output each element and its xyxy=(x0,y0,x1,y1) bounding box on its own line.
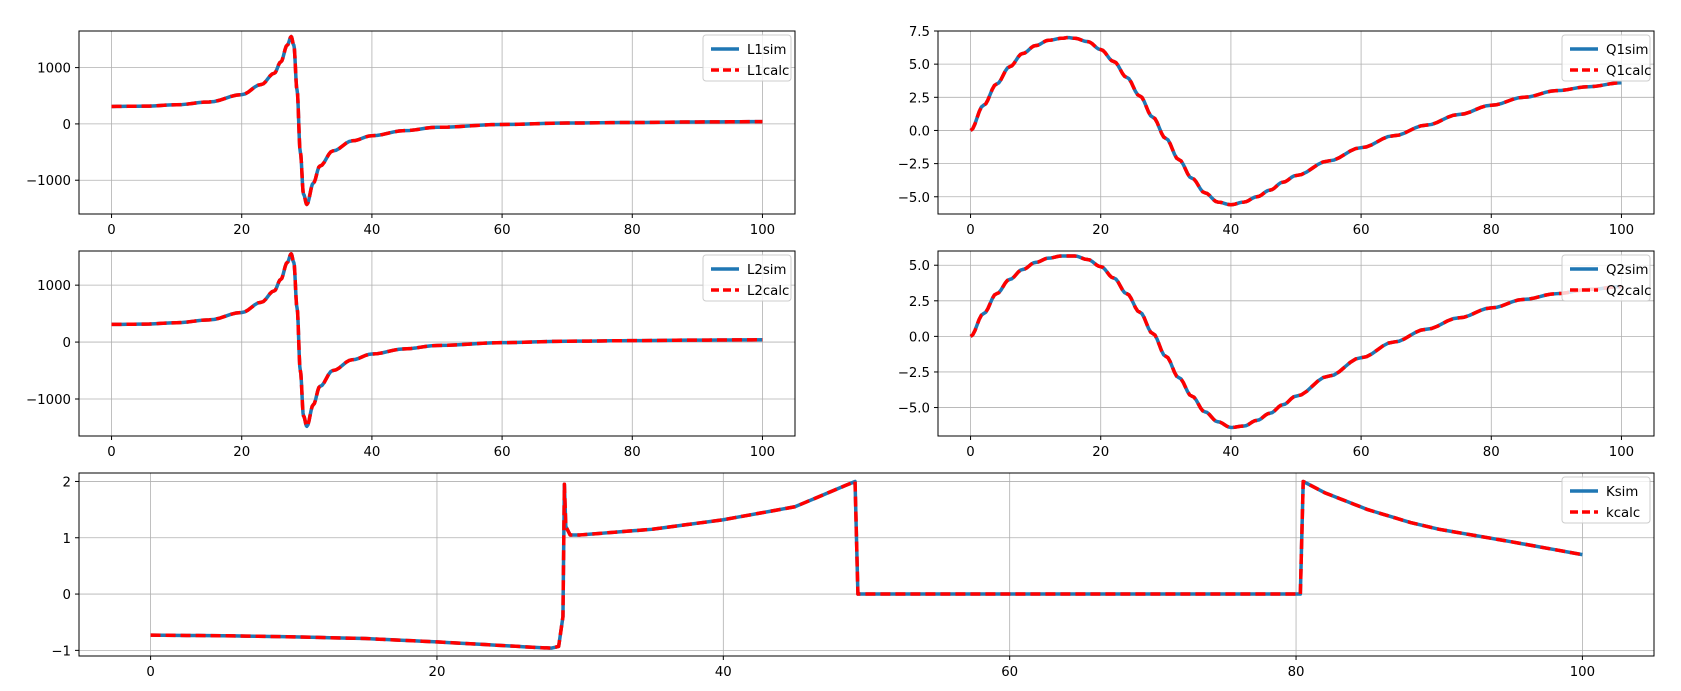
legend-label-L1calc: L1calc xyxy=(747,64,789,79)
x-tick-label: 20 xyxy=(233,445,250,460)
x-tick-label: 0 xyxy=(966,445,974,460)
plot-area xyxy=(79,251,795,436)
y-tick-label: −2.5 xyxy=(898,158,930,173)
y-tick-label: 0 xyxy=(63,588,71,603)
y-tick-label: 0 xyxy=(63,118,71,133)
x-tick-label: 60 xyxy=(1353,223,1370,238)
legend-label-L2calc: L2calc xyxy=(747,284,789,299)
y-tick-label: −1000 xyxy=(26,174,71,189)
x-tick-label: 80 xyxy=(624,223,641,238)
axes-frame xyxy=(937,250,1655,437)
x-tick-label: 0 xyxy=(146,665,154,680)
series-line-Q2calc xyxy=(969,254,1622,430)
y-tick-label: 0 xyxy=(63,336,71,351)
x-tick-label: 100 xyxy=(1609,223,1634,238)
chart-Q1: 0 20 40 60 80 100 −5.0 −2.5 0.0 2.5 5.0 7.5 Q1sim Q1c… xyxy=(898,25,1655,238)
plot-area xyxy=(938,31,1654,214)
x-tick-label: 0 xyxy=(966,223,974,238)
x-tick-label: 80 xyxy=(1483,445,1500,460)
y-tick-label: −5.0 xyxy=(898,191,930,206)
legend-label-kcalc: kcalc xyxy=(1606,506,1640,521)
x-tick-label: 40 xyxy=(1222,223,1239,238)
series-line-L2calc xyxy=(111,252,763,429)
x-tick-label: 60 xyxy=(494,223,511,238)
y-tick-label: 2 xyxy=(63,475,71,490)
axes-frame xyxy=(937,30,1655,215)
x-tick-label: 100 xyxy=(750,445,775,460)
legend-label-L1sim: L1sim xyxy=(747,43,786,58)
y-tick-label: 1000 xyxy=(37,279,71,294)
x-tick-label: 40 xyxy=(1222,445,1239,460)
x-tick-label: 60 xyxy=(1353,445,1370,460)
y-tick-label: 7.5 xyxy=(909,25,930,40)
y-tick-label: −5.0 xyxy=(898,402,930,417)
x-tick-label: 100 xyxy=(750,223,775,238)
series-line-kcalc xyxy=(150,479,1583,650)
x-tick-label: 80 xyxy=(624,445,641,460)
x-tick-label: 60 xyxy=(494,445,511,460)
chart-K: 0 20 40 60 80 100 −1 0 1 2 Ksim kcalc xyxy=(51,472,1655,680)
legend-label-Q1sim: Q1sim xyxy=(1606,43,1649,58)
y-tick-label: 2.5 xyxy=(909,295,930,310)
y-tick-label: 5.0 xyxy=(909,259,930,274)
y-tick-label: −1000 xyxy=(26,393,71,408)
axes-frame xyxy=(78,250,796,437)
series-line-L1calc xyxy=(111,34,763,207)
axes-frame xyxy=(78,30,796,215)
y-tick-label: −2.5 xyxy=(898,366,930,381)
series-line-Q1calc xyxy=(969,35,1622,207)
y-tick-label: 0.0 xyxy=(909,124,930,139)
legend-label-Ksim: Ksim xyxy=(1606,485,1638,500)
plot-area xyxy=(79,473,1654,656)
x-tick-label: 40 xyxy=(715,665,732,680)
y-tick-label: −1 xyxy=(51,644,71,659)
y-tick-label: 2.5 xyxy=(909,91,930,106)
x-tick-label: 100 xyxy=(1570,665,1595,680)
x-tick-label: 20 xyxy=(1092,445,1109,460)
chart-L2: 0 20 40 60 80 100 −1000 0 1000 L2sim L2calc xyxy=(26,250,796,460)
plot-area xyxy=(938,251,1654,436)
y-tick-label: 1 xyxy=(63,532,71,547)
x-tick-label: 20 xyxy=(233,223,250,238)
x-tick-label: 0 xyxy=(107,445,115,460)
y-tick-label: 1000 xyxy=(37,62,71,77)
x-tick-label: 20 xyxy=(1092,223,1109,238)
chart-Q2: 0 20 40 60 80 100 −5.0 −2.5 0.0 2.5 5.0 Q2sim Q2calc xyxy=(898,250,1655,460)
x-tick-label: 60 xyxy=(1001,665,1018,680)
x-tick-label: 80 xyxy=(1288,665,1305,680)
legend-label-Q2calc: Q2calc xyxy=(1606,284,1651,299)
y-tick-label: 0.0 xyxy=(909,330,930,345)
x-tick-label: 80 xyxy=(1483,223,1500,238)
x-tick-label: 0 xyxy=(107,223,115,238)
chart-L1: 0 20 40 60 80 100 −1000 0 1000 L1sim L1calc xyxy=(26,30,796,238)
legend-label-Q2sim: Q2sim xyxy=(1606,263,1649,278)
y-tick-label: 5.0 xyxy=(909,58,930,73)
x-tick-label: 40 xyxy=(363,445,380,460)
axes-frame xyxy=(78,472,1655,657)
legend-label-L2sim: L2sim xyxy=(747,263,786,278)
x-tick-label: 20 xyxy=(428,665,445,680)
legend-label-Q1calc: Q1calc xyxy=(1606,64,1651,79)
x-tick-label: 100 xyxy=(1609,445,1634,460)
x-tick-label: 40 xyxy=(363,223,380,238)
